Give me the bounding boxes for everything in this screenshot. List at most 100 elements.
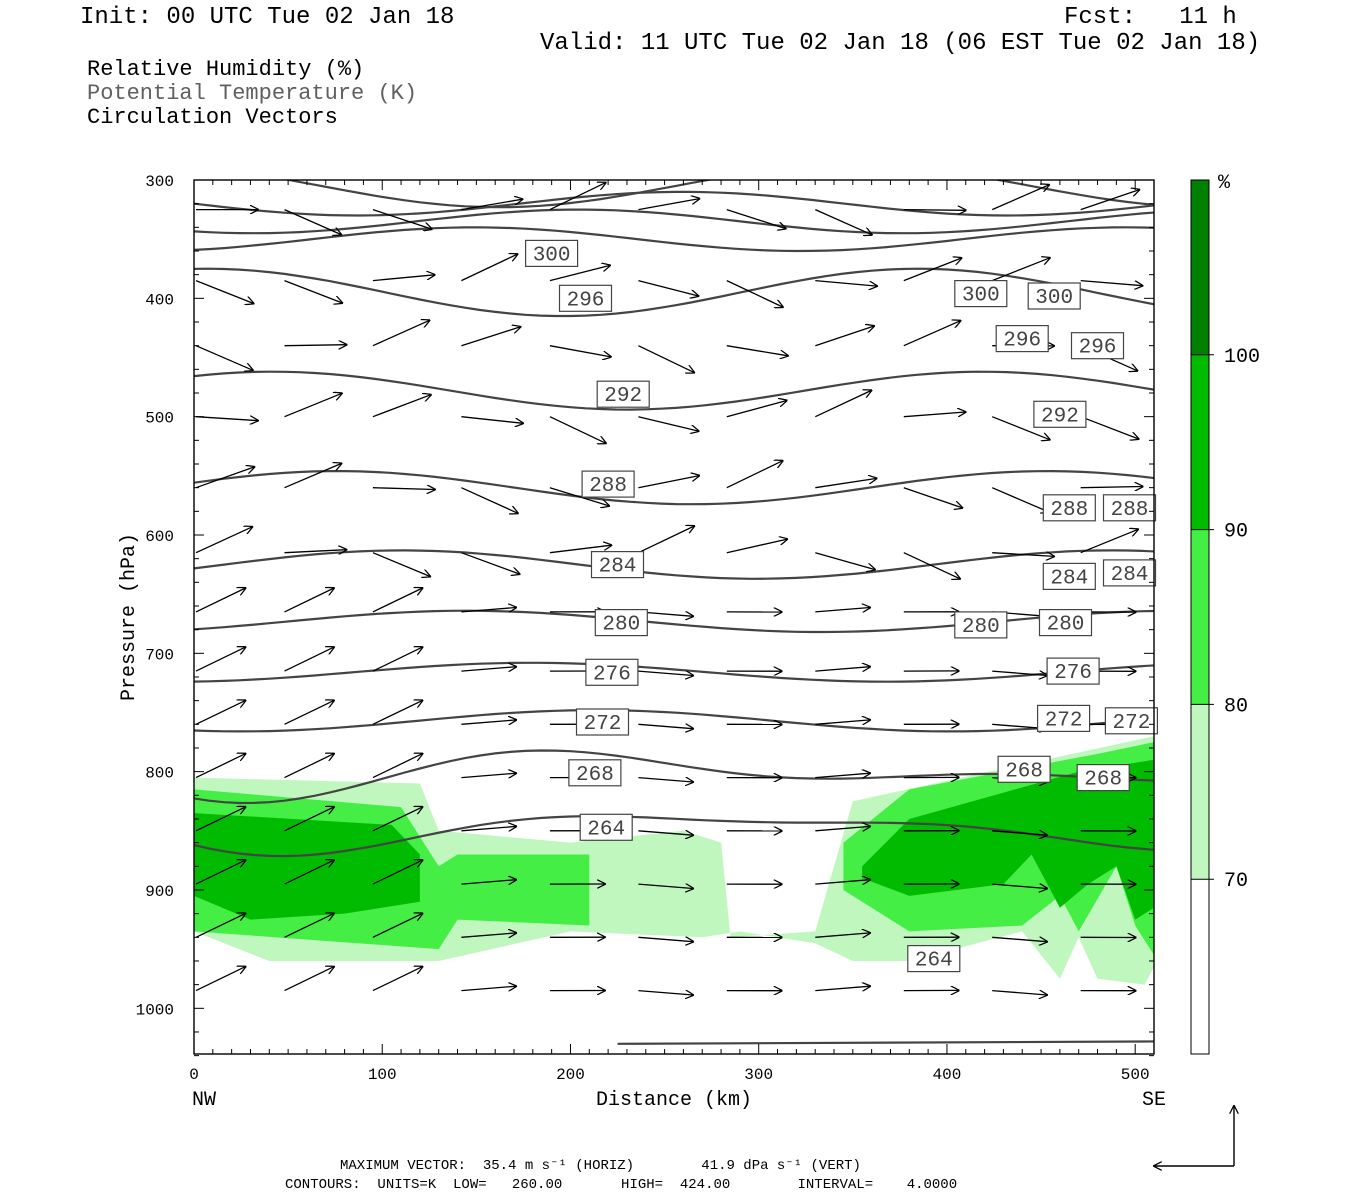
vector-arrow	[461, 986, 516, 990]
contour-label-288: 288	[581, 470, 635, 498]
x-tick-label: 100	[368, 1066, 397, 1084]
contour-label-text: 268	[1084, 769, 1122, 792]
x-tick-label: 400	[933, 1066, 962, 1084]
vector-arrow	[549, 487, 609, 506]
vector-arrow	[195, 647, 246, 672]
colorbar-label: 90	[1224, 521, 1248, 544]
vector-arrow	[1080, 487, 1143, 488]
contour-label-264: 264	[579, 813, 633, 841]
colorbar-label: 80	[1224, 695, 1248, 718]
contour-label-272: 272	[1104, 707, 1159, 735]
contour-label-280: 280	[1038, 608, 1093, 637]
vector-arrow	[195, 527, 252, 554]
surface-contour	[617, 1040, 1154, 1045]
theta-contour-300	[283, 180, 1154, 209]
colorbar-label: 70	[1224, 870, 1248, 893]
contour-label-text: 272	[1112, 712, 1150, 735]
vector-arrow	[815, 326, 874, 347]
vector-arrow	[372, 754, 423, 779]
y-tick-label: 1000	[136, 1001, 174, 1019]
vector-arrow	[726, 208, 786, 229]
contour-label-text: 288	[589, 475, 627, 498]
vector-arrow	[372, 552, 430, 577]
vector-arrow	[372, 488, 435, 490]
contour-label-text: 280	[962, 616, 1000, 639]
vector-arrow	[1080, 529, 1138, 554]
vector-arrow	[284, 700, 335, 725]
vector-arrow	[726, 280, 783, 308]
theta-contour-272	[194, 708, 1154, 733]
vector-arrow	[284, 807, 335, 832]
contour-label-text: 288	[1111, 499, 1149, 522]
colorbar-frame	[1190, 179, 1210, 1055]
contour-label-284: 284	[590, 550, 645, 579]
contour-label-text: 264	[915, 950, 953, 973]
contour-label-text: 296	[1079, 337, 1117, 360]
vector-arrow	[284, 209, 342, 235]
theta-contour-296	[194, 267, 1154, 318]
vector-arrow	[195, 967, 246, 992]
vector-arrow	[638, 937, 693, 941]
vector-arrow	[372, 913, 423, 938]
vector-arrow	[284, 279, 343, 303]
x-endpoint-left: NW	[192, 1089, 216, 1112]
contour-label-292: 292	[1033, 400, 1087, 428]
vector-arrow	[992, 671, 1047, 675]
vector-arrow	[461, 199, 522, 211]
vector-arrow	[726, 539, 788, 554]
vector-arrow	[461, 254, 517, 282]
x-tick-label: 0	[189, 1066, 199, 1084]
vector-arrow	[638, 724, 693, 728]
vector-arrow	[284, 967, 335, 992]
vector-arrow	[284, 647, 335, 672]
contour-label-300: 300	[1027, 282, 1081, 310]
init-time: Init: 00 UTC Tue 02 Jan 18	[80, 4, 455, 31]
theta-contour-284	[194, 549, 1154, 580]
contour-label-272: 272	[1036, 704, 1091, 732]
contour-label-288: 288	[1102, 494, 1157, 522]
vector-arrow	[815, 390, 871, 418]
colorbar-label: 100	[1224, 346, 1260, 369]
vector-arrow	[461, 826, 516, 830]
y-tick-label: 400	[145, 291, 174, 309]
vector-arrow	[815, 720, 870, 724]
vector-arrow	[638, 671, 693, 675]
y-tick-label: 800	[145, 765, 174, 783]
vector-arrow	[195, 700, 246, 725]
contour-label-text: 264	[587, 818, 625, 841]
vector-arrow	[195, 860, 246, 885]
y-tick-label: 600	[145, 528, 174, 546]
theta-contour-upper	[194, 208, 1154, 235]
contour-label-300: 300	[954, 280, 1008, 308]
vector-arrow	[284, 550, 347, 553]
colorbar-swatch	[1191, 180, 1209, 355]
legend-relative-humidity: Relative Humidity (%)	[87, 57, 365, 82]
vector-arrow	[549, 265, 610, 282]
vector-arrow	[991, 416, 1050, 440]
vector-arrow	[726, 461, 783, 489]
y-tick-label: 300	[145, 173, 174, 191]
contour-label-300: 300	[524, 239, 579, 267]
contour-label-text: 280	[602, 614, 640, 637]
vector-arrow	[815, 986, 870, 990]
vector-arrow	[1080, 190, 1140, 211]
vector-arrow	[195, 467, 254, 489]
vector-arrow	[991, 185, 1049, 211]
contour-label-280: 280	[954, 611, 1008, 639]
vector-arrow	[195, 807, 246, 832]
vector-arrow	[815, 478, 876, 489]
contour-label-284: 284	[1102, 559, 1157, 587]
vector-arrow	[372, 860, 423, 885]
vector-arrow	[195, 417, 258, 421]
contour-label-text: 284	[599, 556, 637, 579]
vector-arrow	[372, 700, 423, 725]
contour-label-276: 276	[585, 658, 639, 686]
vector-arrow	[284, 463, 342, 489]
contour-label-text: 284	[1111, 564, 1149, 587]
contour-label-text: 280	[1047, 614, 1085, 637]
legend-circulation-vectors: Circulation Vectors	[87, 105, 338, 130]
y-axis-label: Pressure (hPa)	[118, 533, 141, 701]
theta-contour-292	[194, 370, 1154, 411]
contour-label-268: 268	[568, 759, 622, 787]
contour-label-284: 284	[1042, 562, 1096, 590]
